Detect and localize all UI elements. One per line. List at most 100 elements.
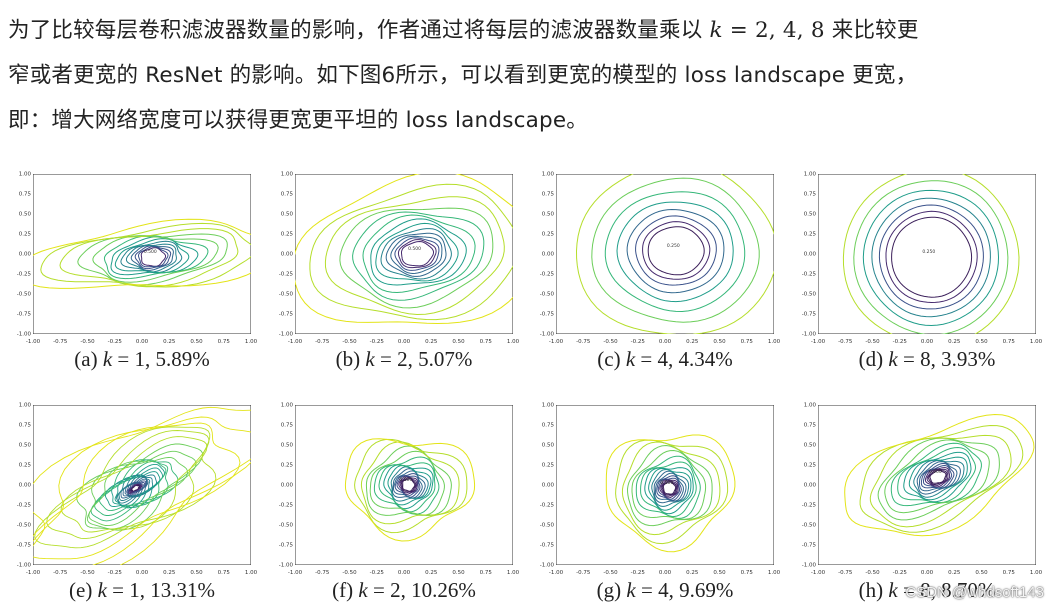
y-tick-label: 1.00 — [19, 172, 32, 178]
x-tick-label: -0.50 — [80, 339, 95, 345]
line1-text: 为了比较每层卷积滤波器数量的影响，作者通过将每层的滤波器数量乘以 — [8, 18, 710, 43]
y-axis-ticks: -1.00 -0.75 -0.50 -0.25 0.00 0.25 0.50 0.75 1.00 — [540, 172, 555, 338]
contour-line — [398, 475, 419, 495]
x-tick-label: -0.75 — [53, 339, 68, 345]
contour-line — [104, 463, 165, 508]
x-tick-label: -0.25 — [370, 570, 385, 576]
contour-line — [309, 183, 513, 321]
caption-letter: (e) — [69, 578, 98, 602]
x-tick-label: 0.00 — [398, 570, 411, 576]
y-tick-label: 0.25 — [542, 463, 555, 469]
y-tick-label: 0.50 — [542, 212, 555, 218]
y-tick-label: -1.00 — [802, 563, 817, 569]
caption-letter: (c) — [597, 347, 626, 371]
contour-line — [385, 232, 447, 277]
contour-line — [129, 483, 141, 493]
paragraph-line-3: 即：增大网络宽度可以获得更宽更平坦的 loss landscape。 — [8, 108, 588, 133]
y-tick-label: -0.75 — [17, 312, 32, 318]
contour-line — [651, 468, 690, 507]
caption-letter: (h) — [858, 578, 889, 602]
x-tick-label: 1.00 — [245, 570, 258, 576]
y-tick-label: -1.00 — [540, 563, 555, 569]
x-tick-label: 0.50 — [713, 339, 726, 345]
y-tick-label: 1.00 — [804, 172, 817, 178]
watermark: CSDN @whdsoft143 — [905, 584, 1044, 601]
y-tick-label: 0.25 — [281, 463, 294, 469]
x-tick-label: 0.50 — [975, 339, 988, 345]
x-tick-label: 0.25 — [686, 339, 699, 345]
panel-caption: (a) k = 1, 5.89% — [22, 347, 262, 372]
panel-caption: (e) k = 1, 13.31% — [22, 578, 262, 603]
contour-line — [344, 438, 476, 542]
x-tick-label: -0.50 — [865, 339, 880, 345]
y-axis-ticks: -1.00 -0.75 -0.50 -0.25 0.00 0.25 0.50 0.75 1.00 — [17, 403, 32, 569]
contour-line — [844, 413, 1035, 537]
y-tick-label: 0.25 — [542, 232, 555, 238]
contour-line — [926, 468, 949, 487]
y-tick-label: 0.50 — [19, 212, 32, 218]
y-tick-label: -0.50 — [540, 523, 555, 529]
contour-plot-a: 0.500 — [33, 174, 251, 334]
caption-values: = 4, 4.34% — [635, 347, 733, 371]
x-tick-label: 0.00 — [659, 570, 672, 576]
x-axis-ticks: -1.00 -0.75 -0.50 -0.25 0.00 0.25 0.50 0.75 1.00 — [288, 570, 520, 576]
contour-line — [373, 456, 440, 515]
x-tick-label: 0.75 — [218, 339, 231, 345]
caption-letter: (f) — [332, 578, 359, 602]
contour-plot-d: 0.250 — [818, 174, 1036, 334]
y-tick-label: 0.75 — [542, 192, 555, 198]
caption-values: = 4, 9.69% — [635, 578, 734, 602]
x-tick-label: 0.00 — [921, 570, 934, 576]
contour-plot-c: 0.250 — [556, 174, 774, 334]
contour-line — [90, 459, 179, 522]
contour-svg: 0.500 — [818, 405, 1036, 565]
x-tick-label: 0.75 — [1003, 339, 1016, 345]
caption-letter: (g) — [596, 578, 627, 602]
y-tick-label: 0.00 — [19, 483, 32, 489]
contour-line — [295, 174, 513, 325]
x-tick-label: -0.25 — [631, 570, 646, 576]
contour-line — [362, 214, 476, 294]
contour-line — [862, 189, 1000, 327]
contour-line — [116, 474, 157, 506]
x-tick-label: 1.00 — [768, 339, 781, 345]
plot-frame — [295, 174, 513, 334]
y-tick-label: 0.50 — [804, 443, 817, 449]
contour-line — [621, 441, 721, 536]
x-tick-label: -0.50 — [80, 570, 95, 576]
caption-values: = 8, 8.70% — [897, 578, 996, 602]
y-tick-label: 0.00 — [804, 483, 817, 489]
x-tick-label: -0.75 — [315, 570, 330, 576]
panel-caption: (c) k = 4, 4.34% — [545, 347, 785, 372]
caption-k-symbol: k — [358, 578, 368, 602]
contour-line — [642, 221, 711, 280]
contour-plot-b: 0.500 — [295, 174, 513, 334]
contour-line — [897, 446, 977, 504]
contour-line — [891, 216, 973, 298]
x-tick-label: -0.25 — [108, 570, 123, 576]
x-tick-label: 0.75 — [480, 339, 493, 345]
x-tick-label: 1.00 — [1030, 570, 1043, 576]
y-tick-label: 1.00 — [804, 403, 817, 409]
description-paragraph: 为了比较每层卷积滤波器数量的影响，作者通过将每层的滤波器数量乘以 k = 2, … — [8, 8, 1054, 143]
x-tick-label: 0.00 — [659, 339, 672, 345]
x-tick-label: -0.50 — [603, 570, 618, 576]
y-tick-label: -0.75 — [279, 312, 294, 318]
y-tick-label: -1.00 — [279, 332, 294, 338]
y-tick-label: -0.75 — [540, 543, 555, 549]
contour-line — [375, 222, 459, 282]
y-tick-label: -0.50 — [17, 523, 32, 529]
contour-level-label: 0.500 — [144, 249, 157, 255]
contour-svg: 0.500 — [295, 405, 513, 565]
x-tick-label: 0.00 — [921, 339, 934, 345]
x-tick-label: -0.75 — [576, 339, 591, 345]
y-tick-label: -1.00 — [17, 563, 32, 569]
x-tick-label: 1.00 — [507, 570, 520, 576]
x-axis-ticks: -1.00 -0.75 -0.50 -0.25 0.00 0.25 0.50 0.75 1.00 — [549, 570, 781, 576]
caption-k-symbol: k — [625, 347, 636, 371]
y-tick-label: -0.75 — [540, 312, 555, 318]
x-tick-label: -0.25 — [108, 339, 123, 345]
contour-line — [656, 475, 682, 501]
contour-line — [137, 246, 169, 268]
y-tick-label: 0.50 — [281, 212, 294, 218]
